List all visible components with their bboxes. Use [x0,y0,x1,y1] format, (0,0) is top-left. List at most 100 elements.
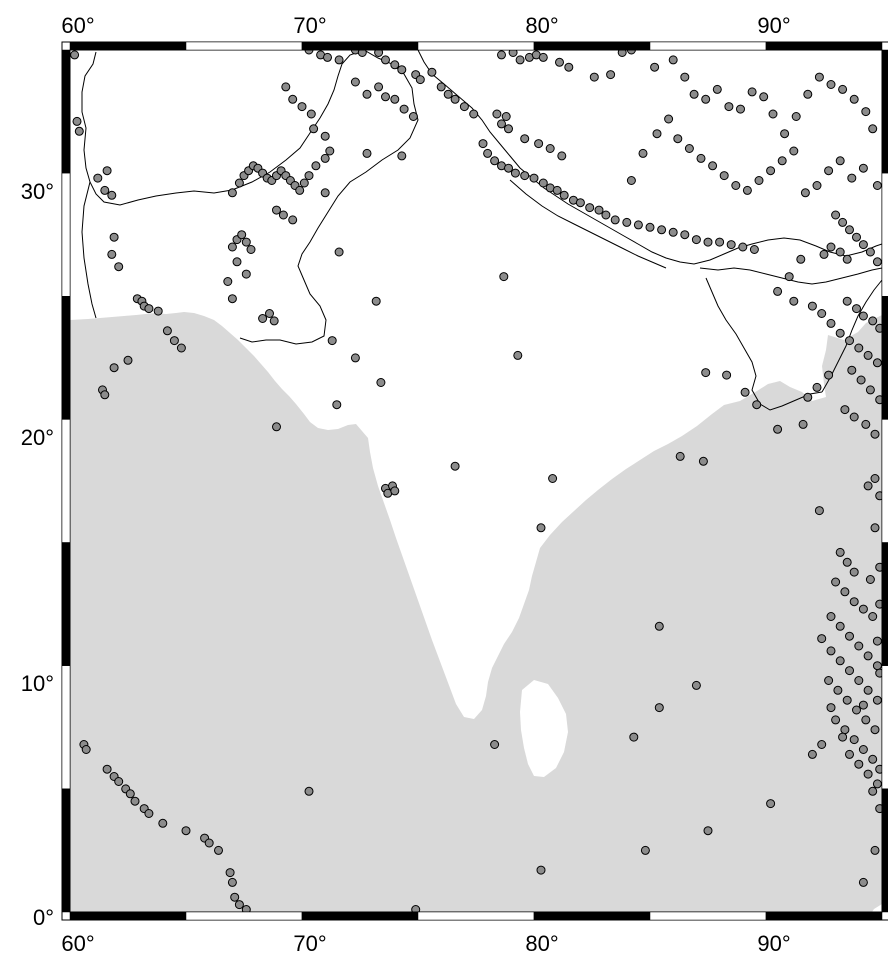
earthquake-point [807,301,817,311]
top-label-60: 60° [61,13,94,38]
earthquake-point [234,178,244,188]
earthquake-point [852,705,861,715]
frame-segment [765,911,883,921]
earthquake-point [288,215,298,225]
earthquake-point [536,865,546,875]
earthquake-point [534,139,544,149]
border-afghanistan-pakistan [231,50,365,191]
frame-segment [61,296,71,420]
earthquake-point [153,306,163,316]
earthquake-point [726,240,736,250]
earthquake-point [362,89,372,99]
earthquake-point [838,84,848,94]
earthquake-point [814,506,824,516]
earthquake-point [752,400,762,410]
frame-segment [881,788,888,913]
earthquake-point [766,166,776,176]
earthquake-point [450,94,460,104]
earthquake-point [327,336,337,346]
earthquake-point [684,144,694,153]
earthquake-point [675,451,685,461]
earthquake-point [144,809,154,818]
earthquake-point [93,173,103,183]
earthquake-point [703,237,713,247]
earthquake-point [399,104,409,114]
earthquake-point [478,139,488,149]
earthquake-point [181,826,191,836]
earthquake-point [450,461,460,471]
top-tick-labels: 60° 70° 80° 90° [61,13,790,38]
earthquake-point [759,92,769,102]
earthquake-point [575,198,585,208]
left-label-0: 0° [33,905,54,930]
earthquake-point [826,318,836,328]
frame-segment [61,788,71,913]
earthquake-point [868,124,878,134]
plot-area [70,50,882,912]
earthquake-point [499,272,509,282]
border-northeast-india [749,267,882,285]
earthquake-point [773,286,783,296]
earthquake-point [863,769,873,779]
earthquake-point [334,55,344,65]
frame-left-bar [61,49,71,913]
earthquake-point [492,109,502,119]
earthquake-point [114,262,124,272]
earthquake-point [114,777,124,786]
earthquake-point [237,230,247,240]
earthquake-point [833,685,843,695]
bottom-label-90: 90° [757,931,790,956]
earthquake-point [784,272,794,282]
earthquake-point [872,358,882,368]
earthquake-point [427,67,437,77]
earthquake-point [696,153,706,163]
earthquake-point [849,412,859,422]
earthquake-point [868,786,878,796]
earthquake-point [650,62,660,72]
earthquake-point [397,65,407,75]
frame-segment [61,665,71,790]
earthquake-point [564,62,574,72]
earthquake-point [390,486,400,496]
earthquake-point [158,818,168,828]
earthquake-point [123,355,133,365]
earthquake-point [304,171,314,181]
earthquake-point [227,294,237,304]
earthquake-point [501,112,511,121]
earthquake-point [520,134,530,144]
earthquake-point [376,378,386,387]
earthquake-point [515,55,525,65]
frame-segment [765,41,883,51]
earthquake-point [513,350,523,360]
earthquake-point [304,786,314,796]
earthquake-point [246,245,256,254]
bottom-tick-labels: 60° 70° 80° 90° [61,931,790,956]
earthquake-point [350,77,360,87]
earthquake-point [504,124,513,134]
earthquake-point [875,668,882,678]
earthquake-point [107,249,117,259]
earthquake-point [854,343,864,353]
earthquake-point [856,375,866,385]
earthquake-point [227,188,237,198]
earthquake-point [845,225,854,235]
earthquake-point [852,232,861,242]
left-label-10: 10° [21,671,54,696]
earthquake-point [742,185,752,195]
earthquake-point [724,102,734,112]
earthquake-point [622,217,632,227]
earthquake-point [842,695,852,705]
earthquake-point [722,370,732,380]
earthquake-point [840,725,850,735]
earthquake-point [100,185,110,195]
earthquake-point [529,173,539,183]
earthquake-point [863,350,873,360]
earthquake-point [842,296,852,306]
earthquake-point [668,55,678,65]
earthquake-point [835,247,845,257]
earthquake-point [845,631,854,641]
frame-segment [301,41,419,51]
earthquake-point [258,314,268,323]
earthquake-point [640,845,650,855]
